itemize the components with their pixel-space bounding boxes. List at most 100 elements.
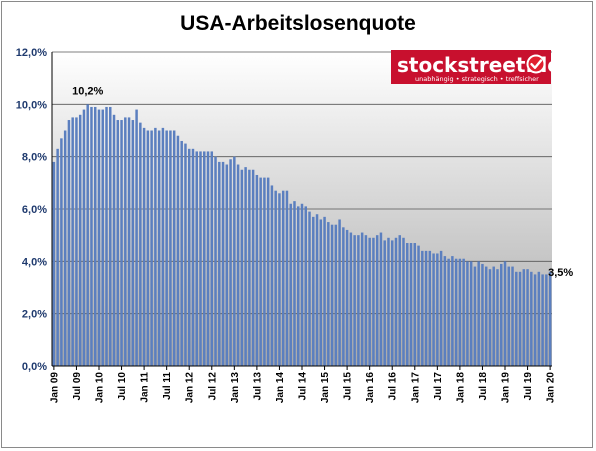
bar <box>364 235 368 366</box>
bar <box>210 151 214 366</box>
y-tick-label: 2,0% <box>22 309 47 321</box>
bar <box>206 151 210 366</box>
bar <box>214 156 217 366</box>
bar <box>112 114 116 366</box>
bar <box>548 271 552 366</box>
bar <box>469 261 473 366</box>
x-tick-label: Jul 17 <box>433 372 444 401</box>
bar <box>169 130 172 366</box>
bar <box>199 151 202 366</box>
bar <box>293 201 296 366</box>
bar <box>466 261 469 366</box>
data-label-peak: 10,2% <box>72 85 103 97</box>
bar <box>150 130 153 366</box>
bar <box>157 130 161 366</box>
bar <box>503 261 507 366</box>
x-tick-label: Jan 17 <box>410 372 421 404</box>
x-tick-label: Jan 10 <box>94 372 105 404</box>
bar <box>500 263 503 366</box>
data-label-last: 3,5% <box>548 267 573 279</box>
bar <box>101 109 104 366</box>
bar <box>327 222 330 366</box>
bar <box>75 117 78 366</box>
bar <box>180 140 183 366</box>
bar <box>488 269 492 366</box>
bar <box>342 227 345 366</box>
bar <box>413 243 417 366</box>
x-tick-label: Jan 20 <box>546 372 557 404</box>
bar <box>127 117 131 366</box>
bar <box>454 258 458 366</box>
bar <box>90 106 93 366</box>
data-labels: 10,2% 3,5% <box>72 85 573 278</box>
bar <box>545 274 548 366</box>
bar <box>304 206 307 366</box>
bar <box>300 203 304 366</box>
bar <box>515 271 518 366</box>
x-tick-label: Jan 16 <box>365 372 376 404</box>
bar <box>417 245 420 366</box>
bar <box>530 271 533 366</box>
bar <box>105 106 108 366</box>
bar <box>274 190 277 366</box>
bar <box>161 127 165 366</box>
bar <box>109 106 112 366</box>
bar <box>447 258 450 366</box>
bar <box>402 237 405 366</box>
bar <box>289 203 292 366</box>
bar <box>323 216 326 366</box>
bar <box>154 127 157 366</box>
bar <box>353 235 356 366</box>
bar <box>360 232 364 366</box>
bar <box>533 274 537 366</box>
bar <box>439 250 443 366</box>
bar <box>319 219 323 366</box>
bar <box>63 130 67 366</box>
bar <box>184 143 187 366</box>
y-tick-label: 12,0% <box>16 47 47 59</box>
bar <box>191 148 195 366</box>
y-tick-label: 8,0% <box>22 152 47 164</box>
bar <box>481 263 484 366</box>
bar <box>436 253 439 366</box>
bar <box>263 177 266 366</box>
bar <box>477 261 480 366</box>
bar <box>116 120 120 366</box>
bar <box>120 120 123 366</box>
x-tick-label: Jan 19 <box>501 372 512 404</box>
x-tick-label: Jan 13 <box>230 372 241 404</box>
x-tick-label: Jan 15 <box>320 372 331 404</box>
bar <box>285 190 289 366</box>
bar <box>236 164 240 366</box>
bar <box>82 109 86 366</box>
bar <box>421 250 424 366</box>
bar <box>315 214 319 366</box>
bar <box>67 120 71 366</box>
bar <box>139 122 142 367</box>
bar <box>195 151 198 366</box>
bar <box>244 167 247 366</box>
y-tick-label: 10,0% <box>16 99 47 111</box>
bar <box>225 164 229 366</box>
bar <box>473 266 477 366</box>
bar <box>266 177 270 366</box>
bar <box>270 185 274 366</box>
x-tick-label: Jul 19 <box>523 372 534 401</box>
bar <box>338 219 341 366</box>
bar <box>406 243 409 366</box>
checkmark-icon <box>530 59 543 69</box>
x-tick-label: Jan 09 <box>49 372 60 404</box>
bar <box>507 266 511 366</box>
bar <box>52 161 56 366</box>
bar <box>248 169 251 366</box>
bar <box>97 109 101 366</box>
bar <box>93 106 97 366</box>
x-tick-label: Jul 12 <box>207 372 218 401</box>
y-tick-label: 6,0% <box>22 204 47 216</box>
y-tick-label: 0,0% <box>22 361 47 373</box>
bar <box>233 156 236 366</box>
bar <box>135 109 138 366</box>
bar <box>451 256 454 366</box>
bar <box>496 269 499 366</box>
